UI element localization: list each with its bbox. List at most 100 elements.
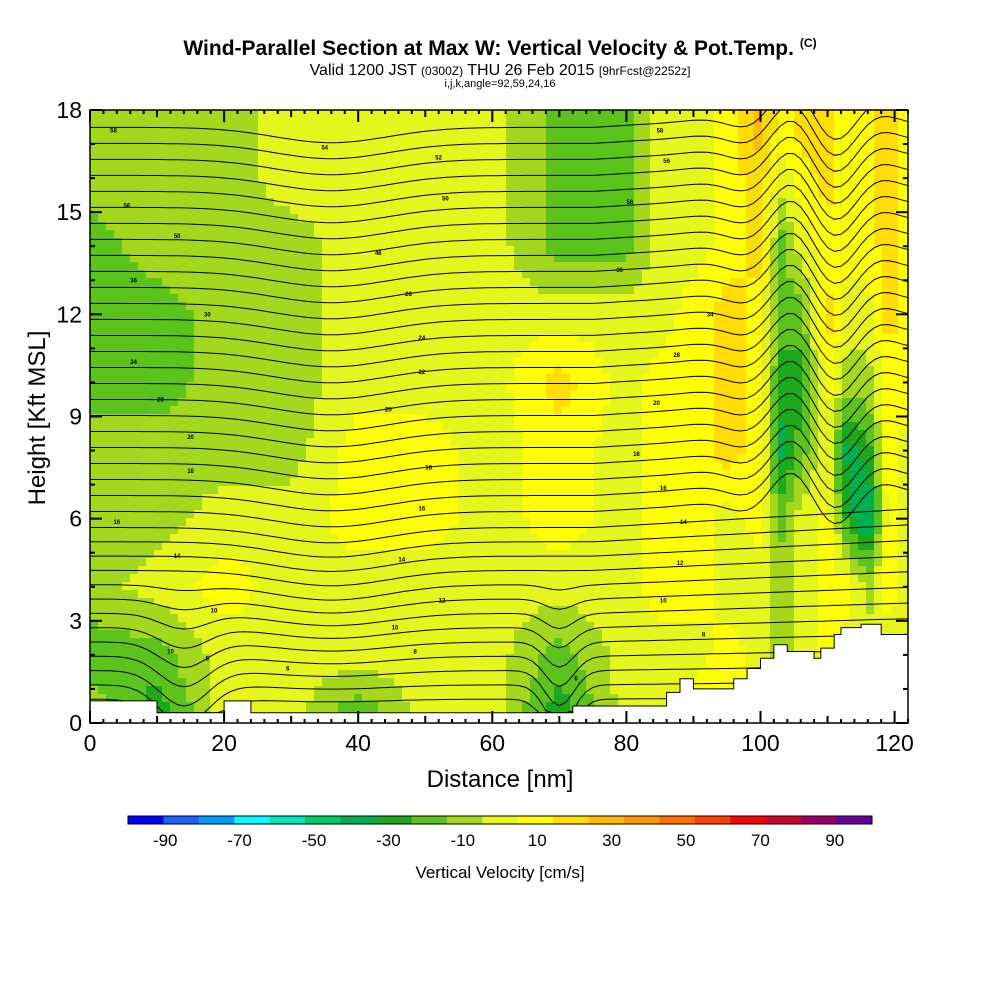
field-cell (810, 398, 819, 407)
field-cell (674, 126, 683, 135)
field-cell (682, 374, 691, 383)
field-cell (874, 206, 883, 215)
field-cell (770, 446, 779, 455)
field-cell (138, 206, 147, 215)
field-cell (826, 294, 835, 303)
field-cell (906, 190, 908, 199)
field-cell (682, 134, 691, 143)
field-cell (578, 222, 587, 231)
field-cell (122, 158, 131, 167)
field-cell (122, 310, 131, 319)
field-cell (554, 222, 563, 231)
field-cell (330, 166, 339, 175)
field-cell (426, 262, 435, 271)
field-cell (434, 294, 443, 303)
field-cell (738, 126, 747, 135)
field-cell (674, 150, 683, 159)
field-cell (346, 238, 355, 247)
field-cell (322, 182, 331, 191)
field-cell (114, 438, 123, 447)
field-cell (330, 438, 339, 447)
field-cell (818, 198, 827, 207)
field-cell (370, 438, 379, 447)
field-cell (874, 486, 883, 495)
field-cell (322, 406, 331, 415)
field-cell (690, 366, 699, 375)
field-cell (122, 398, 131, 407)
field-cell (466, 206, 475, 215)
field-cell (818, 406, 827, 415)
field-cell (754, 382, 763, 391)
field-cell (106, 182, 115, 191)
field-cell (466, 422, 475, 431)
field-cell (330, 174, 339, 183)
field-cell (826, 302, 835, 311)
field-cell (410, 286, 419, 295)
field-cell (402, 166, 411, 175)
field-cell (90, 334, 99, 343)
field-cell (378, 206, 387, 215)
field-cell (138, 166, 147, 175)
field-cell (482, 270, 491, 279)
field-cell (762, 222, 771, 231)
field-cell (746, 438, 755, 447)
field-cell (170, 206, 179, 215)
field-cell (634, 158, 643, 167)
field-cell (666, 430, 675, 439)
field-cell (282, 446, 291, 455)
field-cell (418, 462, 427, 471)
field-cell (114, 254, 123, 263)
field-cell (514, 406, 523, 415)
field-cell (626, 246, 635, 255)
field-cell (650, 462, 659, 471)
field-cell (906, 294, 908, 303)
field-cell (898, 414, 907, 423)
field-cell (770, 430, 779, 439)
field-cell (474, 174, 483, 183)
field-cell (98, 358, 107, 367)
field-cell (210, 334, 219, 343)
field-cell (634, 486, 643, 495)
field-cell (458, 190, 467, 199)
field-cell (258, 158, 267, 167)
field-cell (882, 198, 891, 207)
field-cell (610, 430, 619, 439)
field-cell (722, 150, 731, 159)
field-cell (306, 246, 315, 255)
field-cell (290, 158, 299, 167)
field-cell (634, 182, 643, 191)
field-cell (450, 414, 459, 423)
field-cell (874, 398, 883, 407)
field-cell (138, 358, 147, 367)
field-cell (442, 262, 451, 271)
field-cell (242, 334, 251, 343)
field-cell (522, 318, 531, 327)
field-cell (394, 110, 403, 119)
field-cell (754, 110, 763, 119)
field-cell (394, 150, 403, 159)
field-cell (490, 190, 499, 199)
field-cell (586, 414, 595, 423)
field-cell (450, 486, 459, 495)
field-cell (226, 470, 235, 479)
field-cell (186, 222, 195, 231)
field-cell (314, 270, 323, 279)
field-cell (402, 206, 411, 215)
field-cell (138, 118, 147, 127)
field-cell (882, 382, 891, 391)
field-cell (346, 374, 355, 383)
field-cell (306, 358, 315, 367)
field-cell (674, 230, 683, 239)
field-cell (602, 470, 611, 479)
field-cell (330, 238, 339, 247)
field-cell (442, 118, 451, 127)
field-cell (826, 166, 835, 175)
field-cell (346, 478, 355, 487)
field-cell (330, 414, 339, 423)
field-cell (570, 190, 579, 199)
field-cell (706, 118, 715, 127)
field-cell (106, 430, 115, 439)
field-cell (162, 342, 171, 351)
field-cell (186, 182, 195, 191)
field-cell (842, 150, 851, 159)
